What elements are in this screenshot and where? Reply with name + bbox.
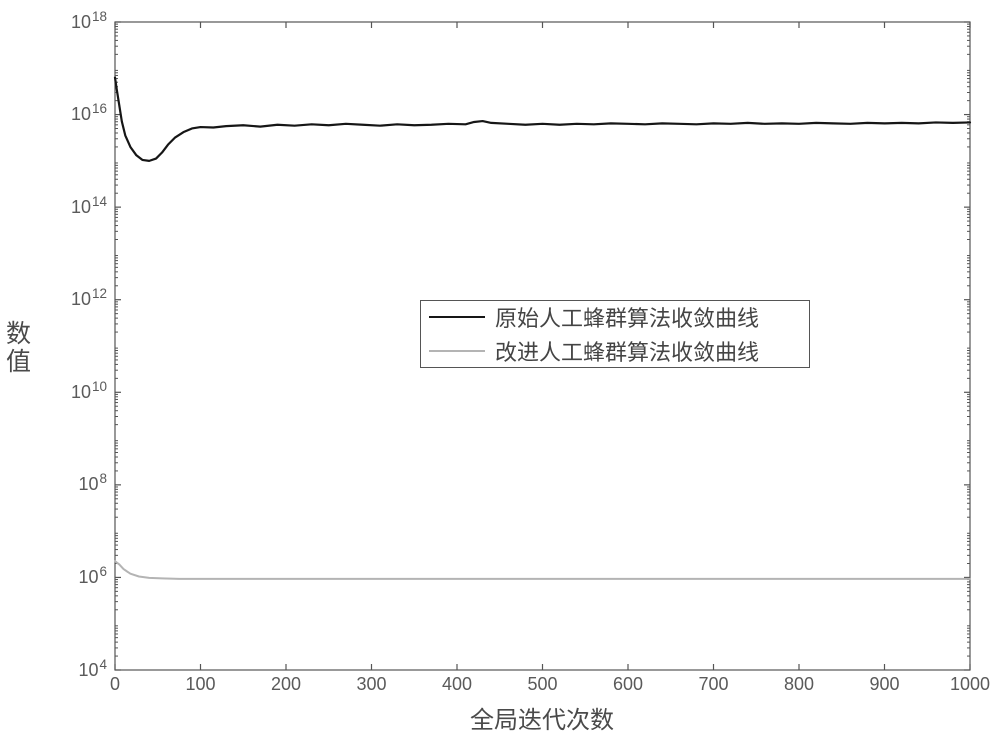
legend-item: 原始人工蜂群算法收敛曲线 (429, 301, 801, 333)
series-line (115, 561, 970, 579)
x-axis-title: 全局迭代次数 (42, 700, 1000, 735)
legend-line-sample (429, 350, 485, 352)
y-axis-title-char1: 数 (6, 321, 31, 349)
y-tick-label: 106 (78, 564, 107, 588)
x-tick-label: 200 (271, 674, 301, 695)
x-tick-label: 800 (784, 674, 814, 695)
y-tick-label: 104 (78, 657, 107, 681)
y-tick-label: 108 (78, 471, 107, 495)
y-tick-label: 1012 (71, 286, 107, 310)
legend: 原始人工蜂群算法收敛曲线改进人工蜂群算法收敛曲线 (420, 300, 810, 368)
x-tick-label: 100 (185, 674, 215, 695)
legend-line-sample (429, 316, 485, 318)
series-line (115, 78, 970, 161)
x-tick-label: 400 (442, 674, 472, 695)
y-tick-label: 1018 (71, 9, 107, 33)
x-tick-label: 700 (698, 674, 728, 695)
legend-label: 改进人工蜂群算法收敛曲线 (495, 335, 759, 367)
x-tick-label: 900 (869, 674, 899, 695)
x-tick-label: 300 (356, 674, 386, 695)
x-tick-label: 500 (527, 674, 557, 695)
x-tick-label: 0 (110, 674, 120, 695)
legend-label: 原始人工蜂群算法收敛曲线 (495, 301, 759, 333)
y-axis-title-char2: 值 (6, 349, 31, 377)
x-tick-label: 1000 (950, 674, 990, 695)
y-tick-label: 1014 (71, 194, 107, 218)
legend-item: 改进人工蜂群算法收敛曲线 (429, 335, 801, 367)
chart-container: { "canvas": { "width": 1000, "height": 7… (0, 0, 1000, 738)
y-tick-label: 1016 (71, 101, 107, 125)
x-tick-label: 600 (613, 674, 643, 695)
y-axis-title: 数 值 (6, 321, 31, 376)
chart-svg (0, 0, 1000, 738)
y-tick-label: 1010 (71, 379, 107, 403)
